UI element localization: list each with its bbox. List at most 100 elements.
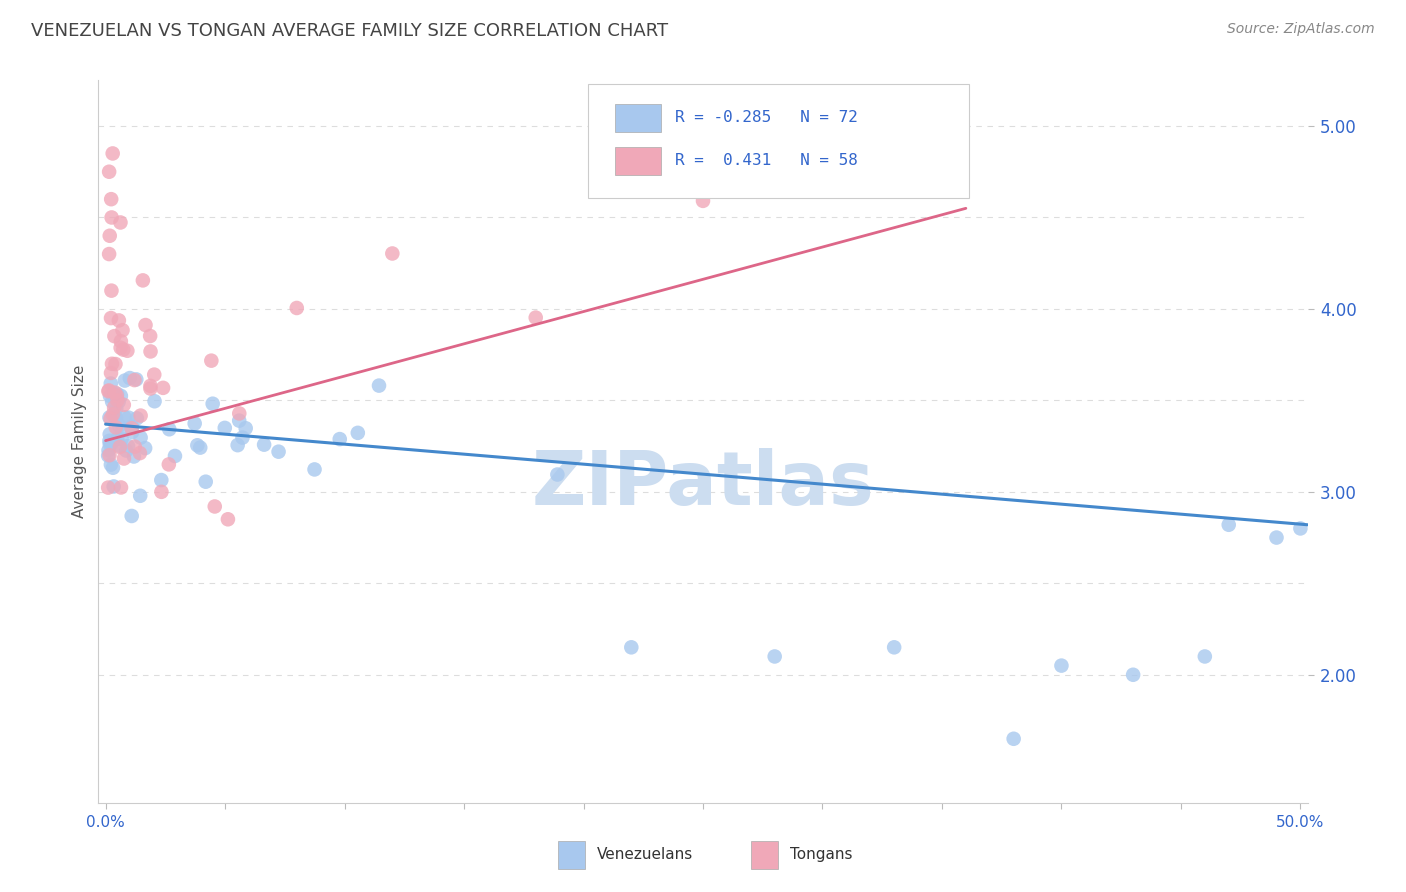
Point — [524, 310, 547, 325]
Point — [117, 343, 139, 358]
Point — [129, 431, 152, 445]
Point — [97, 384, 120, 398]
Point — [1050, 658, 1073, 673]
Point — [139, 344, 162, 359]
Bar — [558, 841, 585, 869]
Point — [217, 512, 239, 526]
Point — [188, 441, 211, 455]
Text: Source: ZipAtlas.com: Source: ZipAtlas.com — [1227, 22, 1375, 37]
FancyBboxPatch shape — [588, 84, 969, 198]
Point — [98, 389, 121, 403]
Point — [121, 425, 143, 439]
Point — [285, 301, 308, 315]
Point — [235, 421, 257, 435]
Point — [128, 446, 150, 460]
Point — [108, 439, 131, 453]
Bar — [614, 147, 661, 175]
Point — [114, 410, 136, 425]
Point — [139, 329, 162, 343]
Point — [304, 462, 326, 476]
Point — [1265, 531, 1288, 545]
Point — [103, 387, 125, 401]
Point — [104, 357, 127, 371]
Y-axis label: Average Family Size: Average Family Size — [72, 365, 87, 518]
Text: R =  0.431   N = 58: R = 0.431 N = 58 — [675, 153, 858, 168]
Point — [108, 313, 131, 327]
Point — [150, 484, 173, 499]
Point — [101, 357, 124, 371]
Point — [98, 228, 121, 243]
Point — [110, 480, 132, 494]
Point — [112, 451, 135, 466]
Point — [115, 443, 138, 458]
Text: Tongans: Tongans — [790, 847, 852, 863]
Point — [139, 382, 162, 396]
Point — [228, 414, 250, 428]
Point — [129, 489, 152, 503]
Point — [104, 391, 127, 405]
Point — [110, 215, 132, 229]
Point — [97, 481, 120, 495]
Point — [114, 374, 136, 388]
Point — [110, 389, 132, 403]
Point — [228, 407, 250, 421]
Point — [111, 423, 134, 437]
Point — [201, 397, 224, 411]
Point — [135, 318, 157, 332]
Point — [100, 436, 122, 450]
Point — [98, 165, 121, 179]
Point — [122, 450, 145, 464]
Point — [1194, 649, 1216, 664]
Point — [1002, 731, 1025, 746]
Point — [110, 432, 132, 446]
Point — [100, 376, 122, 391]
Point — [111, 323, 134, 337]
Point — [546, 467, 568, 482]
Point — [200, 353, 222, 368]
Point — [103, 401, 125, 415]
Point — [346, 425, 368, 440]
Point — [101, 460, 124, 475]
Bar — [614, 104, 661, 132]
Text: VENEZUELAN VS TONGAN AVERAGE FAMILY SIZE CORRELATION CHART: VENEZUELAN VS TONGAN AVERAGE FAMILY SIZE… — [31, 22, 668, 40]
Point — [100, 311, 122, 326]
Point — [101, 146, 124, 161]
Point — [104, 410, 127, 425]
Point — [763, 649, 786, 664]
Point — [204, 500, 226, 514]
Point — [100, 284, 122, 298]
Point — [108, 418, 131, 433]
Point — [98, 410, 121, 425]
Point — [101, 407, 124, 421]
Point — [105, 401, 128, 416]
Point — [125, 372, 148, 386]
Point — [368, 378, 391, 392]
Point — [100, 211, 122, 225]
Point — [134, 441, 156, 455]
Point — [108, 440, 131, 454]
Point — [194, 475, 217, 489]
Point — [139, 379, 162, 393]
Point — [101, 394, 124, 409]
Point — [253, 437, 276, 451]
Point — [110, 334, 132, 349]
Point — [129, 409, 152, 423]
Point — [152, 381, 174, 395]
Point — [97, 384, 120, 399]
Point — [103, 479, 125, 493]
Point — [104, 420, 127, 434]
Point — [157, 458, 180, 472]
Point — [110, 341, 132, 355]
Point — [103, 329, 125, 343]
Point — [214, 421, 236, 435]
Point — [104, 385, 127, 400]
Point — [112, 343, 135, 357]
Point — [98, 448, 121, 462]
Point — [124, 373, 146, 387]
Point — [98, 247, 121, 261]
Point — [163, 449, 186, 463]
Point — [267, 444, 290, 458]
Point — [186, 438, 208, 452]
Point — [117, 439, 139, 453]
Point — [98, 437, 121, 451]
